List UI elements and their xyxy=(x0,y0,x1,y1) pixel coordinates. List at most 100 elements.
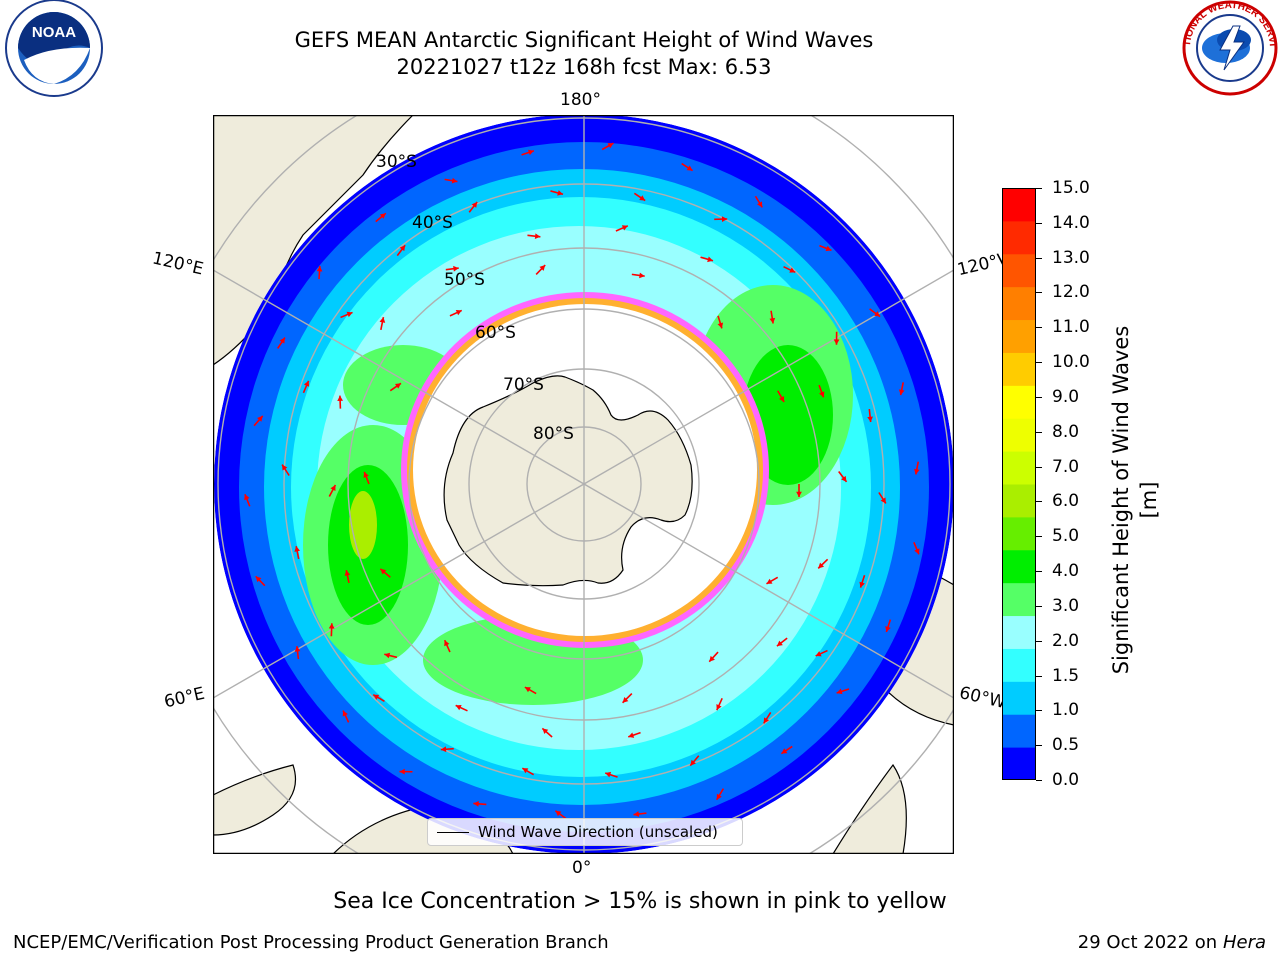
wave-direction-arrow xyxy=(689,755,700,767)
colorbar-tick-mark xyxy=(1036,292,1042,294)
wind-wave-arrows xyxy=(244,142,920,820)
wave-direction-arrow xyxy=(859,574,866,588)
wave-direction-arrow xyxy=(818,384,825,398)
wave-direction-arrow xyxy=(763,711,772,724)
colorbar-label: Significant Height of Wind Waves [m] xyxy=(1109,325,1161,675)
colorbar-tick-label: 4.0 xyxy=(1052,561,1080,582)
colorbar-bin xyxy=(1002,615,1036,649)
wave-direction-arrow xyxy=(869,308,881,318)
colorbar-tick-label: 7.0 xyxy=(1052,456,1080,477)
footer-credit: NCEP/EMC/Verification Post Processing Pr… xyxy=(13,932,609,953)
colorbar-tick-label: 9.0 xyxy=(1052,386,1080,407)
colorbar-tick-mark xyxy=(1036,745,1042,747)
colorbar-tick-mark xyxy=(1036,396,1042,398)
wave-direction-arrow xyxy=(627,731,641,738)
wave-direction-arrow xyxy=(777,390,785,403)
colorbar-tick-label: 11.0 xyxy=(1052,317,1090,338)
colorbar-bin xyxy=(1002,714,1036,748)
footer-machine: Hera xyxy=(1222,932,1266,953)
colorbar-tick-mark xyxy=(1036,466,1042,468)
colorbar-bin xyxy=(1002,286,1036,321)
wave-direction-arrow xyxy=(754,195,763,208)
wave-direction-arrow xyxy=(836,688,850,695)
wave-direction-arrow xyxy=(681,162,694,172)
wave-direction-arrow xyxy=(898,382,905,396)
colorbar-tick-label: 15.0 xyxy=(1052,178,1090,198)
map-legend: Wind Wave Direction (unscaled) xyxy=(427,818,743,846)
wave-direction-arrow xyxy=(444,177,458,184)
colorbar-tick-mark xyxy=(1036,571,1042,573)
colorbar-tick-mark xyxy=(1036,605,1042,607)
wave-direction-arrow xyxy=(276,337,286,349)
antarctica-land xyxy=(443,375,693,587)
wave-direction-arrow xyxy=(372,694,385,702)
noaa-logo-text: NOAA xyxy=(32,24,76,41)
wave-direction-arrow xyxy=(473,800,487,807)
sea-ice-note: Sea Ice Concentration > 15% is shown in … xyxy=(333,889,947,914)
wave-direction-arrow xyxy=(541,727,553,738)
lat-label-50s: 50°S xyxy=(444,270,485,290)
colorbar-tick-label: 13.0 xyxy=(1052,247,1090,268)
wave-direction-arrow xyxy=(550,190,564,196)
wave-direction-arrow xyxy=(815,649,828,657)
colorbar-tick-label: 0.5 xyxy=(1052,735,1080,756)
wave-direction-arrow xyxy=(389,382,402,392)
colorbar-tick-label: 2.0 xyxy=(1052,630,1080,651)
wave-direction-arrow xyxy=(521,767,535,776)
wave-direction-arrow xyxy=(780,745,793,755)
colorbar-bin xyxy=(1002,747,1036,780)
wave-direction-arrow xyxy=(776,637,788,647)
colorbar-bin xyxy=(1002,648,1036,682)
colorbar-tick-label: 1.0 xyxy=(1052,700,1080,721)
colorbar-bin xyxy=(1002,188,1036,222)
colorbar-tick-label: 6.0 xyxy=(1052,491,1080,512)
wave-direction-arrow xyxy=(633,811,647,817)
colorbar xyxy=(1002,188,1036,780)
graticule xyxy=(213,115,954,854)
colorbar-tick-mark xyxy=(1036,780,1042,781)
footer-date-text: 29 Oct 2022 on xyxy=(1077,932,1223,953)
wave-direction-arrow xyxy=(714,216,728,223)
wave-direction-arrow xyxy=(244,493,251,507)
wave-direction-arrow xyxy=(440,746,454,753)
wave-direction-arrow xyxy=(399,768,413,775)
colorbar-tick-mark xyxy=(1036,710,1042,712)
wave-direction-arrow xyxy=(833,331,840,345)
wave-direction-arrow xyxy=(328,623,335,637)
colorbar-bin xyxy=(1002,549,1036,584)
lon-label-60w: 60°W xyxy=(957,682,1008,714)
wave-direction-arrow xyxy=(535,264,546,275)
wave-direction-arrow xyxy=(455,704,468,712)
wave-direction-arrow xyxy=(445,265,459,272)
colorbar-tick-mark xyxy=(1036,431,1042,433)
lon-label-60e: 60°E xyxy=(162,683,207,713)
lat-label-40s: 40°S xyxy=(412,213,453,233)
wave-direction-arrow xyxy=(379,568,391,578)
colorbar-bin xyxy=(1002,451,1036,485)
colorbar-frame xyxy=(1002,188,1036,780)
colorbar-tick-label: 5.0 xyxy=(1052,526,1080,547)
wave-direction-arrow xyxy=(521,149,535,156)
wave-direction-arrow xyxy=(631,272,645,279)
wave-direction-arrow xyxy=(255,575,266,587)
wave-direction-arrow xyxy=(817,558,829,569)
colorbar-tick-mark xyxy=(1036,675,1042,677)
wave-direction-arrow xyxy=(622,693,633,704)
colorbar-bin xyxy=(1002,220,1036,255)
wave-direction-arrow xyxy=(716,697,723,711)
colorbar-tick-label: 3.0 xyxy=(1052,595,1080,616)
wave-direction-arrow xyxy=(449,309,463,317)
wave-direction-arrow xyxy=(524,686,537,695)
wave-direction-arrow xyxy=(819,244,832,252)
noaa-logo: NOAA xyxy=(5,0,103,97)
wave-direction-arrow xyxy=(527,233,541,240)
colorbar-tick-label: 10.0 xyxy=(1052,352,1090,373)
wave-direction-arrow xyxy=(708,651,719,663)
wave-direction-arrow xyxy=(281,464,290,476)
wave-direction-arrow xyxy=(885,619,892,633)
colorbar-bin xyxy=(1002,681,1036,715)
colorbar-bin xyxy=(1002,516,1036,551)
footer-date: 29 Oct 2022 on Hera xyxy=(1078,932,1266,953)
wave-direction-arrow xyxy=(443,639,451,653)
colorbar-bin xyxy=(1002,418,1036,452)
